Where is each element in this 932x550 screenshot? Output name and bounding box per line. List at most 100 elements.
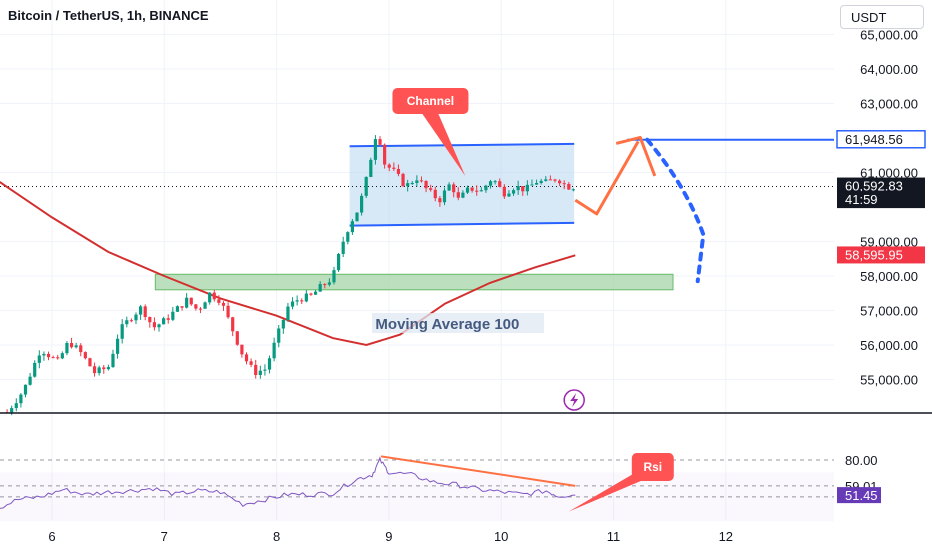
price-pane[interactable]: Channel Moving Average 100 — [0, 88, 834, 416]
candle[interactable] — [456, 192, 460, 198]
candle[interactable] — [300, 300, 304, 302]
candle[interactable] — [313, 291, 318, 295]
candle[interactable] — [162, 318, 166, 325]
candle[interactable] — [548, 179, 552, 181]
currency-button[interactable]: USDT — [840, 5, 924, 29]
candle[interactable] — [539, 180, 543, 183]
candle[interactable] — [277, 328, 281, 343]
candle[interactable] — [111, 353, 115, 368]
candle[interactable] — [143, 306, 147, 318]
candle[interactable] — [475, 190, 479, 192]
support-zone[interactable] — [154, 273, 674, 291]
candle[interactable] — [10, 408, 14, 413]
candle[interactable] — [410, 182, 414, 184]
candle[interactable] — [37, 355, 41, 363]
candle[interactable] — [115, 338, 120, 354]
candle[interactable] — [309, 293, 313, 295]
candle[interactable] — [129, 320, 133, 322]
candle[interactable] — [502, 186, 506, 197]
candle[interactable] — [125, 320, 129, 325]
candle[interactable] — [452, 184, 456, 193]
candle[interactable] — [498, 181, 502, 187]
candle[interactable] — [401, 173, 405, 187]
candle[interactable] — [341, 241, 345, 254]
candle[interactable] — [231, 317, 235, 332]
candle[interactable] — [350, 221, 355, 233]
candle[interactable] — [530, 184, 534, 186]
candle[interactable] — [226, 305, 230, 318]
candle[interactable] — [148, 317, 152, 323]
candle[interactable] — [396, 168, 401, 174]
rsi-pane[interactable]: Rsi — [0, 453, 834, 522]
rsi-callout[interactable] — [631, 453, 674, 481]
candle[interactable] — [336, 253, 341, 271]
candle[interactable] — [346, 232, 350, 242]
candle[interactable] — [433, 189, 437, 199]
candle[interactable] — [571, 189, 576, 191]
candle[interactable] — [240, 344, 244, 355]
candle[interactable] — [286, 306, 290, 320]
candle[interactable] — [258, 370, 262, 375]
candle[interactable] — [493, 181, 497, 183]
candle[interactable] — [14, 403, 18, 409]
candle[interactable] — [525, 184, 529, 192]
candle[interactable] — [521, 186, 525, 192]
candle[interactable] — [470, 187, 474, 191]
candle[interactable] — [484, 185, 488, 191]
candle[interactable] — [203, 302, 207, 309]
candle[interactable] — [46, 353, 51, 358]
candle[interactable] — [28, 376, 32, 385]
candle[interactable] — [267, 358, 272, 370]
candle[interactable] — [392, 167, 396, 169]
candle[interactable] — [212, 292, 216, 300]
channel-callout[interactable] — [392, 88, 469, 114]
candle[interactable] — [332, 270, 336, 283]
candle[interactable] — [198, 308, 203, 310]
price-tag[interactable] — [837, 177, 925, 195]
candle[interactable] — [33, 362, 37, 377]
candle[interactable] — [355, 212, 359, 222]
candle[interactable] — [69, 342, 74, 348]
candle[interactable] — [567, 184, 571, 190]
candle[interactable] — [79, 345, 83, 353]
candle[interactable] — [92, 366, 97, 374]
candle[interactable] — [134, 314, 138, 321]
candle[interactable] — [507, 193, 511, 197]
moving-average-line[interactable] — [0, 179, 576, 347]
candle[interactable] — [553, 179, 557, 181]
candle[interactable] — [171, 311, 175, 320]
candle[interactable] — [152, 322, 157, 328]
candle[interactable] — [442, 190, 447, 203]
candle[interactable] — [244, 354, 249, 362]
candle[interactable] — [56, 357, 60, 359]
candle[interactable] — [180, 306, 184, 308]
candle[interactable] — [369, 159, 373, 177]
candle[interactable] — [534, 182, 539, 185]
price-tag[interactable] — [837, 246, 925, 264]
projection-path[interactable] — [574, 140, 640, 216]
channel-top-line[interactable] — [349, 142, 575, 148]
candle[interactable] — [323, 284, 327, 286]
candle[interactable] — [304, 293, 308, 302]
candle[interactable] — [465, 187, 470, 193]
candle[interactable] — [438, 198, 442, 203]
candle[interactable] — [557, 180, 562, 184]
candle[interactable] — [429, 188, 433, 190]
candle[interactable] — [281, 319, 285, 329]
candle[interactable] — [157, 324, 161, 328]
candle[interactable] — [290, 301, 295, 307]
candle[interactable] — [511, 190, 516, 194]
candle[interactable] — [318, 284, 322, 292]
candle[interactable] — [65, 342, 69, 354]
candle[interactable] — [42, 353, 46, 356]
price-tag[interactable] — [836, 130, 926, 149]
candle[interactable] — [544, 179, 548, 181]
candle[interactable] — [272, 342, 276, 359]
candle[interactable] — [360, 195, 364, 213]
candle[interactable] — [60, 353, 64, 359]
candle[interactable] — [235, 331, 239, 345]
candle[interactable] — [364, 176, 368, 196]
candle[interactable] — [208, 292, 212, 303]
candle[interactable] — [139, 306, 143, 315]
